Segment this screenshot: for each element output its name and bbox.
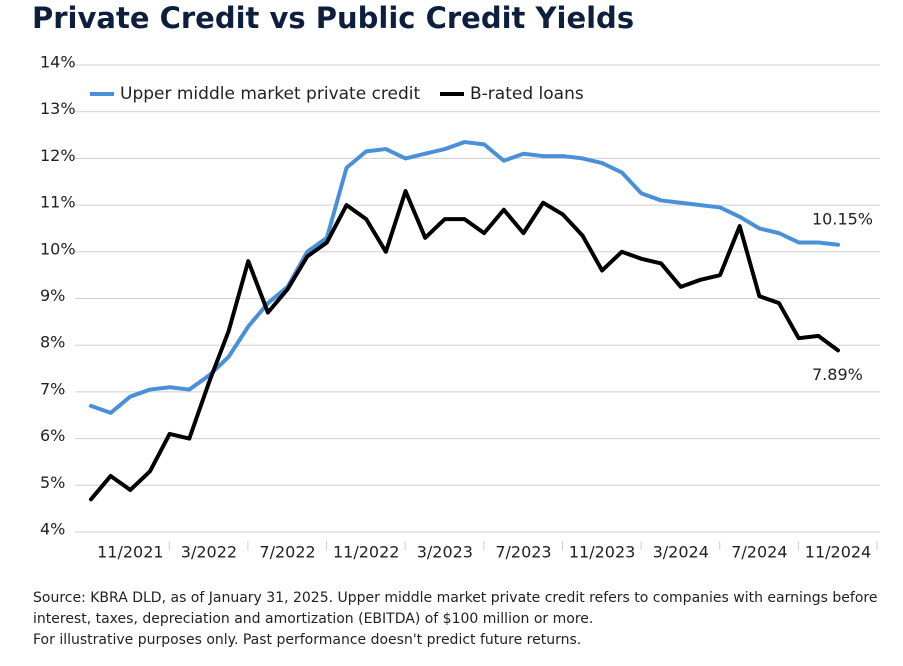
x-tick-label: 11/2023 bbox=[569, 543, 635, 562]
x-tick-label: 11/2022 bbox=[333, 543, 399, 562]
x-tick-label: 7/2023 bbox=[495, 543, 551, 562]
y-tick-label: 8% bbox=[40, 333, 65, 352]
series-line bbox=[89, 140, 840, 415]
x-tick-label: 11/2024 bbox=[805, 543, 871, 562]
legend-label: Upper middle market private credit bbox=[120, 84, 421, 104]
y-tick-label: 12% bbox=[40, 146, 76, 165]
y-tick-label: 10% bbox=[40, 239, 76, 258]
y-tick-label: 14% bbox=[40, 53, 76, 72]
value-label: 7.89% bbox=[812, 365, 863, 384]
footnote: Source: KBRA DLD, as of January 31, 2025… bbox=[33, 590, 877, 606]
y-tick-label: 13% bbox=[40, 99, 76, 118]
x-tick-label: 3/2023 bbox=[417, 543, 473, 562]
x-tick-label: 7/2022 bbox=[259, 543, 315, 562]
legend-label: B-rated loans bbox=[470, 84, 584, 104]
y-tick-label: 7% bbox=[40, 379, 65, 398]
y-tick-label: 11% bbox=[40, 193, 76, 212]
value-label: 10.15% bbox=[812, 209, 873, 228]
x-tick-label: 3/2022 bbox=[181, 543, 237, 562]
y-tick-label: 6% bbox=[40, 426, 65, 445]
footnote: interest, taxes, depreciation and amorti… bbox=[33, 611, 593, 627]
x-tick-label: 7/2024 bbox=[731, 543, 787, 562]
x-tick-label: 11/2021 bbox=[97, 543, 163, 562]
y-tick-label: 4% bbox=[40, 520, 65, 539]
y-tick-label: 5% bbox=[40, 473, 65, 492]
chart-title: Private Credit vs Public Credit Yields bbox=[32, 1, 634, 35]
y-tick-label: 9% bbox=[40, 286, 65, 305]
x-tick-label: 3/2024 bbox=[653, 543, 709, 562]
series-line bbox=[89, 189, 840, 502]
footnote: For illustrative purposes only. Past per… bbox=[33, 632, 581, 648]
